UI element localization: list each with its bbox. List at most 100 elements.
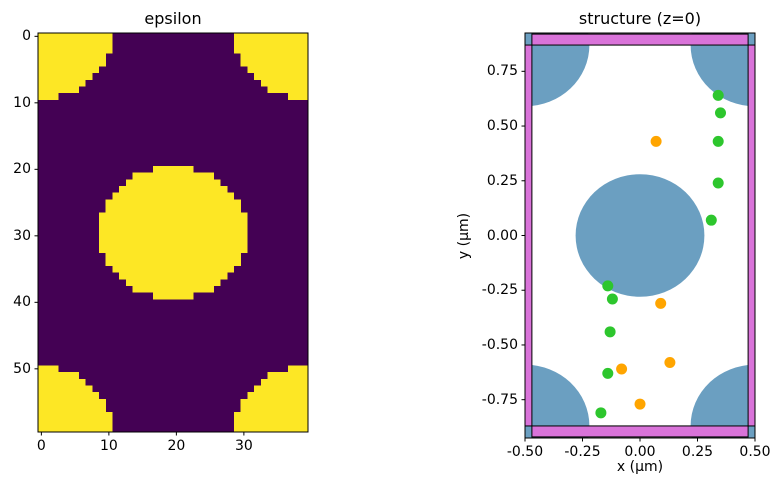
epsilon-high-cells <box>38 392 100 400</box>
epsilon-high-cells <box>233 33 309 40</box>
epsilon-high-cells <box>38 46 113 54</box>
epsilon-high-cells <box>240 398 309 406</box>
green-marker-dot <box>712 177 724 189</box>
structure-y-tick-label: 0.50 <box>486 118 518 135</box>
green-marker-dot <box>606 293 618 305</box>
epsilon-high-cells <box>152 292 194 300</box>
green-marker-dot <box>602 280 614 292</box>
structure-y-tick-label: 0.25 <box>486 172 518 189</box>
dielectric-cylinder <box>575 174 705 297</box>
epsilon-high-cells <box>112 265 235 273</box>
boundary-bar-top <box>531 33 749 46</box>
epsilon-high-cells <box>112 192 235 200</box>
epsilon-y-tick-label: 40 <box>13 294 31 311</box>
orange-marker-dot <box>616 363 628 375</box>
epsilon-high-cells <box>98 245 248 253</box>
epsilon-high-cells <box>98 239 248 247</box>
structure-y-tick-label: 0.00 <box>486 227 518 244</box>
structure-plot-contents <box>525 33 755 438</box>
epsilon-high-cells <box>233 46 309 54</box>
epsilon-high-cells <box>247 392 309 400</box>
epsilon-high-cells <box>38 418 113 426</box>
epsilon-high-cells <box>132 285 214 293</box>
epsilon-high-cells <box>254 72 309 80</box>
structure-x-tick-label: -0.50 <box>506 444 544 460</box>
epsilon-high-cells <box>38 365 59 373</box>
boundary-bar-left <box>525 44 533 427</box>
structure-y-tick-label: -0.25 <box>481 282 518 299</box>
epsilon-high-cells <box>254 385 309 393</box>
epsilon-high-cells <box>38 33 113 40</box>
green-marker-dot <box>595 407 607 419</box>
epsilon-high-cells <box>38 92 59 100</box>
orange-marker-dot <box>634 398 646 410</box>
structure-x-tick-label: 0.50 <box>739 444 771 460</box>
orange-marker-dot <box>655 297 667 309</box>
epsilon-y-tick-label: 0 <box>22 28 31 45</box>
epsilon-high-cells <box>125 179 221 187</box>
structure-plot-title: structure (z=0) <box>578 9 702 28</box>
structure-y-tick-label: 0.75 <box>486 63 518 80</box>
epsilon-high-cells <box>38 86 79 94</box>
epsilon-high-cells <box>233 39 309 47</box>
epsilon-x-tick-label: 10 <box>99 438 118 454</box>
epsilon-high-cells <box>38 372 79 380</box>
epsilon-x-tick-label: 20 <box>167 438 186 454</box>
epsilon-x-tick-label: 0 <box>36 438 46 454</box>
boundary-bar-bottom <box>531 425 749 438</box>
epsilon-high-cells <box>287 365 309 373</box>
epsilon-high-cells <box>38 398 106 406</box>
epsilon-y-tick-label: 50 <box>13 360 31 377</box>
epsilon-y-tick-label: 30 <box>13 227 31 244</box>
epsilon-high-cells <box>125 279 221 286</box>
green-marker-dot <box>712 89 724 101</box>
epsilon-high-cells <box>105 199 241 207</box>
epsilon-high-cells <box>98 232 248 240</box>
green-marker-dot <box>715 107 726 119</box>
epsilon-high-cells <box>38 378 86 386</box>
epsilon-high-cells <box>38 385 93 393</box>
epsilon-high-cells <box>119 272 228 280</box>
epsilon-high-cells <box>233 412 309 419</box>
dielectric-cylinder <box>690 33 755 107</box>
structure-y-tick-label: -0.50 <box>481 336 518 353</box>
structure-xaxis-label: x (µm) <box>616 459 664 475</box>
epsilon-high-cells <box>247 66 309 74</box>
dielectric-cylinder <box>525 364 590 438</box>
orange-marker-dot <box>650 135 662 147</box>
structure-yaxis-label: y (µm) <box>456 212 472 260</box>
epsilon-high-cells <box>233 425 309 433</box>
epsilon-high-cells <box>240 59 309 67</box>
structure-x-tick-label: -0.25 <box>564 444 601 460</box>
structure-plot <box>521 32 756 442</box>
epsilon-axes-spine <box>37 32 309 433</box>
green-marker-dot <box>705 214 717 226</box>
epsilon-high-cells <box>267 372 309 380</box>
epsilon-high-cells <box>152 166 194 173</box>
green-marker-dot <box>712 135 724 147</box>
epsilon-high-cells <box>98 219 248 227</box>
epsilon-high-cells <box>38 405 106 413</box>
epsilon-high-cells <box>38 412 113 419</box>
epsilon-high-cells <box>119 185 228 193</box>
epsilon-high-cells <box>38 425 113 433</box>
epsilon-high-cells <box>38 52 106 60</box>
epsilon-high-cells <box>105 205 241 213</box>
epsilon-high-cells <box>38 59 106 67</box>
epsilon-high-cells <box>38 72 93 80</box>
epsilon-high-cells <box>132 172 214 180</box>
epsilon-x-tick-label: 30 <box>234 438 253 454</box>
epsilon-high-cells <box>98 225 248 233</box>
epsilon-high-cells <box>267 86 309 94</box>
epsilon-y-tick-label: 10 <box>13 94 31 111</box>
epsilon-heatmap <box>34 32 309 436</box>
epsilon-high-cells <box>233 418 309 426</box>
boundary-bar-right <box>747 44 755 427</box>
epsilon-high-cells <box>287 92 309 100</box>
green-marker-dot <box>602 367 614 379</box>
epsilon-high-cells <box>38 39 113 47</box>
epsilon-high-cells <box>240 405 309 413</box>
epsilon-high-cells <box>240 52 309 60</box>
